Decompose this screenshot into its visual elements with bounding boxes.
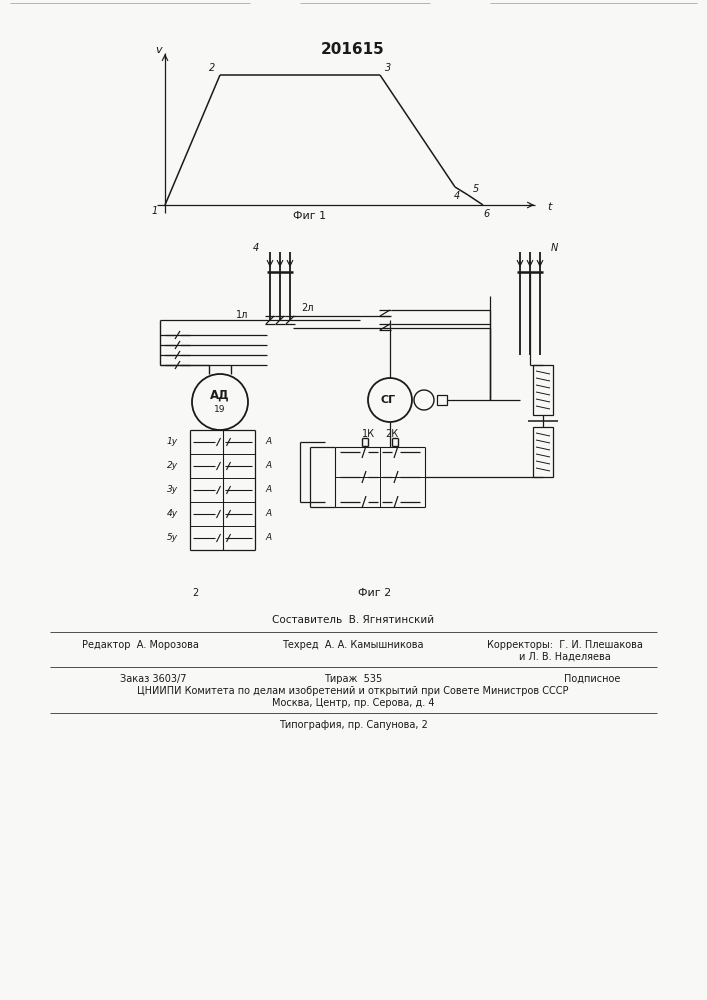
Text: 2: 2 — [209, 63, 215, 73]
Text: t: t — [547, 202, 551, 212]
Text: ЦНИИПИ Комитета по делам изобретений и открытий при Совете Министров СССР: ЦНИИПИ Комитета по делам изобретений и о… — [137, 686, 568, 696]
Text: 2К: 2К — [385, 429, 399, 439]
Text: 1у: 1у — [167, 438, 178, 446]
Text: СГ: СГ — [380, 395, 395, 405]
Bar — [533, 365, 553, 415]
Text: Техред  А. А. Камышникова: Техред А. А. Камышникова — [282, 640, 423, 650]
Text: 2у: 2у — [167, 462, 178, 471]
Text: 1: 1 — [152, 206, 158, 216]
Text: Заказ 3603/7: Заказ 3603/7 — [120, 674, 187, 684]
Text: Корректоры:  Г. И. Плешакова: Корректоры: Г. И. Плешакова — [487, 640, 643, 650]
Text: А: А — [265, 510, 271, 518]
Text: Редактор  А. Морозова: Редактор А. Морозова — [81, 640, 199, 650]
Bar — [437, 395, 447, 405]
Text: и Л. В. Наделяева: и Л. В. Наделяева — [519, 652, 611, 662]
Text: А: А — [265, 462, 271, 471]
Text: А: А — [265, 486, 271, 494]
Text: 1К: 1К — [361, 429, 375, 439]
Text: Фиг 2: Фиг 2 — [358, 588, 392, 598]
Text: Москва, Центр, пр. Серова, д. 4: Москва, Центр, пр. Серова, д. 4 — [271, 698, 434, 708]
Text: Тираж  535: Тираж 535 — [324, 674, 382, 684]
Text: АД: АД — [210, 388, 230, 401]
Text: 3у: 3у — [167, 486, 178, 494]
Text: 6: 6 — [484, 209, 490, 219]
Text: Типография, пр. Сапунова, 2: Типография, пр. Сапунова, 2 — [279, 720, 428, 730]
Text: А: А — [265, 534, 271, 542]
Text: 4: 4 — [454, 191, 460, 201]
Text: 2л: 2л — [301, 303, 313, 313]
Text: Фиг 1: Фиг 1 — [293, 211, 327, 221]
Text: 5: 5 — [473, 184, 479, 194]
Text: N: N — [550, 243, 558, 253]
Text: 3: 3 — [385, 63, 391, 73]
Text: 19: 19 — [214, 406, 226, 414]
Text: 4: 4 — [253, 243, 259, 253]
Text: Составитель  В. Ягнятинский: Составитель В. Ягнятинский — [272, 615, 434, 625]
Text: Подписное: Подписное — [563, 674, 620, 684]
Text: А: А — [265, 438, 271, 446]
Text: v: v — [156, 45, 163, 55]
Text: 5у: 5у — [167, 534, 178, 542]
Text: 201615: 201615 — [321, 42, 385, 57]
Text: 1л: 1л — [235, 310, 248, 320]
Text: 4у: 4у — [167, 510, 178, 518]
Text: 2: 2 — [192, 588, 198, 598]
Bar — [533, 427, 553, 477]
